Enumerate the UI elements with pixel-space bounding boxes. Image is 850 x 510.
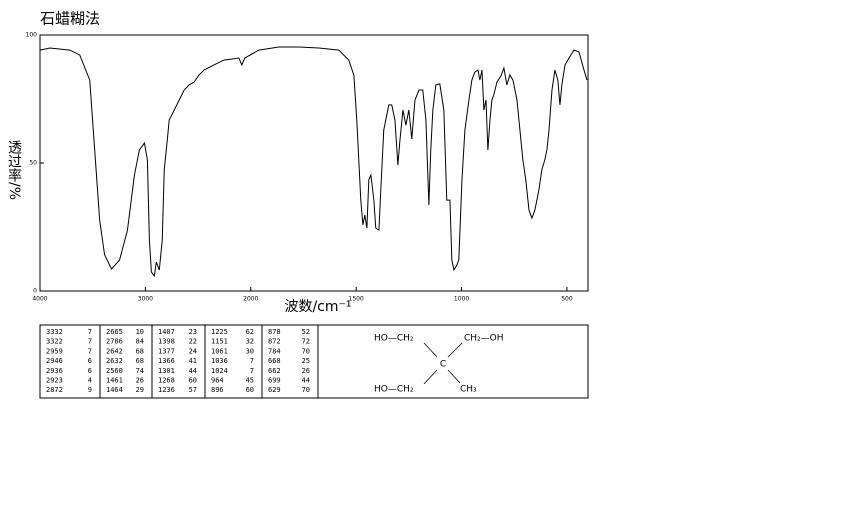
peak-wavenumber: 1024 (211, 367, 228, 375)
peak-intensity: 26 (136, 377, 144, 385)
peak-intensity: 60 (189, 377, 197, 385)
peak-intensity: 7 (250, 357, 254, 365)
bond (423, 342, 438, 358)
peak-intensity: 32 (246, 338, 254, 346)
peak-wavenumber: 1036 (211, 357, 228, 365)
peak-intensity: 41 (189, 357, 197, 365)
y-tick-label: 100 (26, 32, 38, 39)
peak-intensity: 9 (88, 386, 92, 394)
peak-wavenumber: 2632 (106, 357, 123, 365)
peak-wavenumber: 2923 (46, 377, 63, 385)
peak-intensity: 7 (88, 338, 92, 346)
peak-wavenumber: 2786 (106, 338, 123, 346)
x-tick-label: 500 (561, 296, 573, 303)
peak-intensity: 70 (302, 386, 310, 394)
peak-table-frame (39, 324, 589, 399)
peak-wavenumber: 2936 (46, 367, 63, 375)
peak-wavenumber: 662 (268, 367, 281, 375)
peak-wavenumber: 1366 (158, 357, 175, 365)
peak-wavenumber: 3322 (46, 338, 63, 346)
peak-wavenumber: 1407 (158, 328, 175, 336)
peak-intensity: 30 (246, 347, 254, 355)
peak-wavenumber: 1461 (106, 377, 123, 385)
peak-wavenumber: 668 (268, 357, 281, 365)
peak-wavenumber: 1377 (158, 347, 175, 355)
peak-wavenumber: 872 (268, 338, 281, 346)
x-tick-label: 4000 (32, 296, 47, 303)
peak-intensity: 74 (136, 367, 144, 375)
peak-intensity: 7 (250, 367, 254, 375)
peak-wavenumber: 2946 (46, 357, 63, 365)
peak-wavenumber: 1464 (106, 386, 123, 394)
peak-wavenumber: 2560 (106, 367, 123, 375)
peak-intensity: 6 (88, 357, 92, 365)
spectrum-line (39, 46, 588, 278)
y-axis-label: 透过率/% (6, 140, 22, 200)
peak-wavenumber: 2642 (106, 347, 123, 355)
peak-intensity: 7 (88, 347, 92, 355)
peak-intensity: 45 (246, 377, 254, 385)
peak-wavenumber: 1236 (158, 386, 175, 394)
structure-bonds (423, 342, 463, 385)
peak-wavenumber: 1225 (211, 328, 228, 336)
peak-wavenumber: 2959 (46, 347, 63, 355)
peak-intensity: 7 (88, 328, 92, 336)
peak-wavenumber: 1301 (158, 367, 175, 375)
peak-wavenumber: 964 (211, 377, 224, 385)
peak-intensity: 4 (88, 377, 92, 385)
bond (447, 369, 461, 384)
peak-intensity: 24 (189, 347, 197, 355)
peak-wavenumber: 784 (268, 347, 281, 355)
table-dividers (99, 325, 319, 398)
peak-wavenumber: 629 (268, 386, 281, 394)
peak-wavenumber: 2665 (106, 328, 123, 336)
peak-intensity: 23 (189, 328, 197, 336)
x-tick-label: 1500 (349, 296, 364, 303)
structure-label: HO—CH₂ (374, 334, 414, 344)
peak-intensity: 70 (302, 347, 310, 355)
peak-wavenumber: 2872 (46, 386, 63, 394)
peak-intensity: 68 (136, 357, 144, 365)
peak-intensity: 26 (302, 367, 310, 375)
peak-wavenumber: 1151 (211, 338, 228, 346)
peak-wavenumber: 1061 (211, 347, 228, 355)
peak-wavenumber: 1398 (158, 338, 175, 346)
peak-intensity: 25 (302, 357, 310, 365)
structure-label: CH₂—OH (464, 334, 504, 344)
chart-title: 石蜡糊法 (40, 10, 100, 28)
y-tick-label: 50 (29, 160, 37, 167)
peak-wavenumber: 1268 (158, 377, 175, 385)
peak-intensity: 72 (302, 338, 310, 346)
peak-intensity: 62 (246, 328, 254, 336)
peak-wavenumber: 896 (211, 386, 224, 394)
peak-intensity: 60 (246, 386, 254, 394)
structure-label: HO—CH₂ (374, 385, 414, 395)
y-tick-label: 0 (33, 288, 37, 295)
peak-wavenumber: 699 (268, 377, 281, 385)
peak-intensity: 84 (136, 338, 144, 346)
peak-intensity: 29 (136, 386, 144, 394)
x-tick-label: 2000 (243, 296, 258, 303)
peak-intensity: 57 (189, 386, 197, 394)
peak-intensity: 68 (136, 347, 144, 355)
bond (423, 369, 438, 385)
peak-intensity: 6 (88, 367, 92, 375)
peak-intensity: 22 (189, 338, 197, 346)
structure-label: C (440, 360, 446, 370)
peak-wavenumber: 878 (268, 328, 281, 336)
bond (447, 342, 463, 358)
plot-frame (39, 34, 589, 292)
peak-intensity: 52 (302, 328, 310, 336)
peak-intensity: 44 (302, 377, 310, 385)
x-axis-label: 波数/cm⁻¹ (284, 299, 351, 315)
peak-wavenumber: 3332 (46, 328, 63, 336)
structure-label: CH₃ (460, 385, 477, 395)
peak-intensity: 10 (136, 328, 144, 336)
peak-intensity: 44 (189, 367, 197, 375)
x-tick-label: 3000 (138, 296, 153, 303)
x-tick-label: 1000 (454, 296, 469, 303)
